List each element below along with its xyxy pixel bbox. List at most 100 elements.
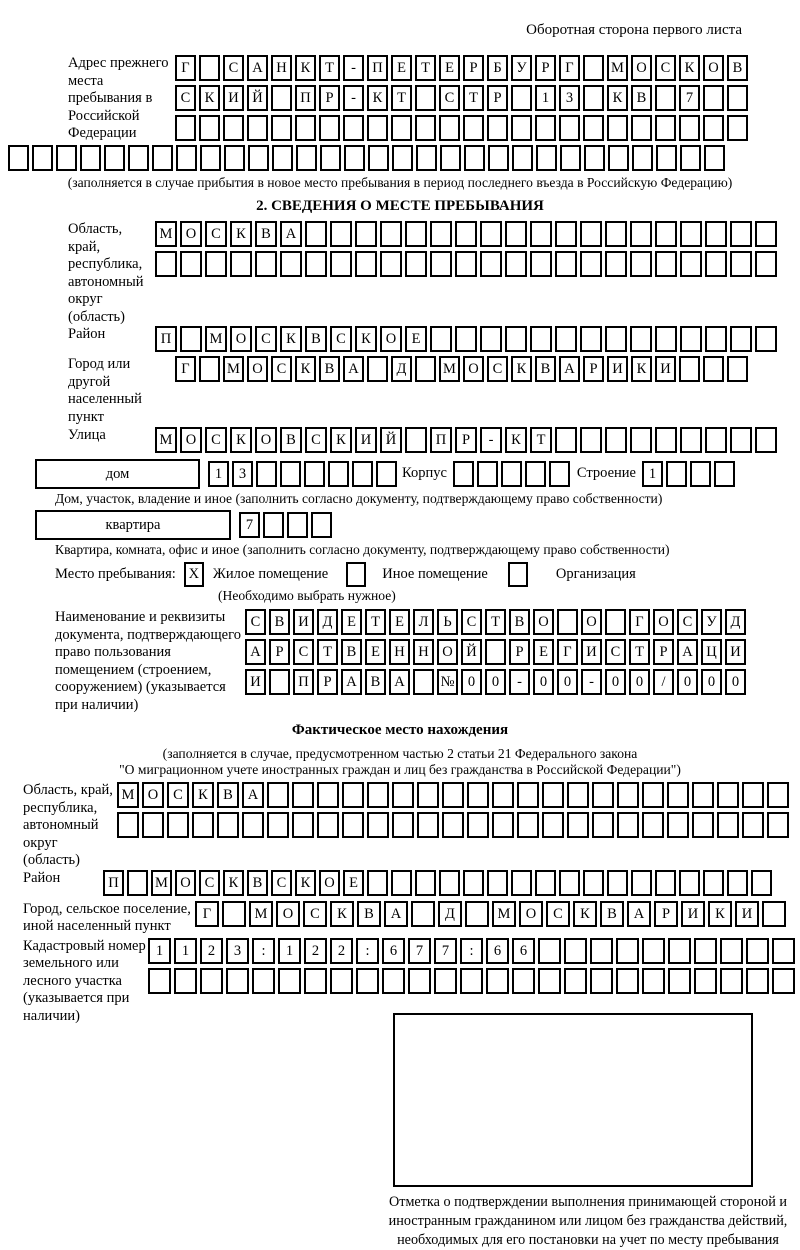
char-box[interactable]: К bbox=[708, 900, 732, 927]
char-box[interactable]: Т bbox=[485, 609, 506, 635]
char-box[interactable]: И bbox=[223, 85, 244, 111]
char-box[interactable] bbox=[665, 461, 687, 487]
char-box[interactable]: Й bbox=[380, 427, 402, 453]
char-box[interactable]: С bbox=[175, 85, 196, 111]
char-box[interactable] bbox=[755, 251, 777, 277]
char-box[interactable]: Т bbox=[415, 55, 436, 81]
char-box[interactable]: В bbox=[305, 326, 327, 352]
char-box[interactable]: И bbox=[355, 427, 377, 453]
char-box[interactable] bbox=[155, 251, 177, 277]
char-box[interactable] bbox=[590, 937, 613, 964]
char-box[interactable] bbox=[630, 221, 652, 247]
char-box[interactable] bbox=[617, 782, 639, 808]
char-box[interactable] bbox=[703, 115, 724, 141]
char-box[interactable]: Е bbox=[389, 609, 410, 635]
checkbox-inoe[interactable] bbox=[346, 562, 367, 587]
char-box[interactable] bbox=[488, 145, 509, 171]
char-box[interactable] bbox=[263, 512, 284, 538]
char-box[interactable]: 1 bbox=[641, 461, 663, 487]
char-box[interactable]: - bbox=[509, 669, 530, 695]
char-box[interactable] bbox=[555, 427, 577, 453]
char-box[interactable]: 6 bbox=[486, 937, 509, 964]
char-box[interactable] bbox=[605, 221, 627, 247]
char-box[interactable] bbox=[330, 251, 352, 277]
char-box[interactable]: И bbox=[655, 356, 676, 382]
char-box[interactable] bbox=[630, 251, 652, 277]
char-box[interactable]: М bbox=[439, 356, 460, 382]
char-box[interactable]: О bbox=[653, 609, 674, 635]
char-box[interactable] bbox=[538, 967, 561, 994]
char-box[interactable] bbox=[642, 937, 665, 964]
char-box[interactable]: О bbox=[276, 900, 300, 927]
char-box[interactable]: С bbox=[303, 900, 327, 927]
char-box[interactable] bbox=[205, 251, 227, 277]
char-box[interactable] bbox=[417, 782, 439, 808]
char-box[interactable] bbox=[742, 782, 764, 808]
char-box[interactable]: 0 bbox=[485, 669, 506, 695]
char-box[interactable] bbox=[767, 812, 789, 838]
char-box[interactable] bbox=[530, 221, 552, 247]
char-box[interactable] bbox=[642, 782, 664, 808]
char-box[interactable] bbox=[667, 782, 689, 808]
char-box[interactable] bbox=[224, 145, 245, 171]
char-box[interactable]: Р bbox=[319, 85, 340, 111]
char-box[interactable]: А bbox=[343, 356, 364, 382]
char-box[interactable] bbox=[555, 221, 577, 247]
char-box[interactable] bbox=[391, 869, 412, 896]
char-box[interactable] bbox=[655, 326, 677, 352]
char-box[interactable]: М bbox=[117, 782, 139, 808]
char-box[interactable] bbox=[175, 115, 196, 141]
char-box[interactable] bbox=[679, 356, 700, 382]
char-box[interactable]: Г bbox=[195, 900, 219, 927]
char-box[interactable] bbox=[762, 900, 786, 927]
char-box[interactable] bbox=[176, 145, 197, 171]
char-box[interactable] bbox=[342, 782, 364, 808]
char-box[interactable] bbox=[467, 782, 489, 808]
char-box[interactable]: : bbox=[252, 937, 275, 964]
char-box[interactable] bbox=[56, 145, 77, 171]
char-box[interactable] bbox=[492, 812, 514, 838]
char-box[interactable]: 7 bbox=[679, 85, 700, 111]
char-box[interactable]: М bbox=[151, 869, 172, 896]
char-box[interactable] bbox=[405, 251, 427, 277]
char-box[interactable]: - bbox=[343, 85, 364, 111]
char-box[interactable]: О bbox=[255, 427, 277, 453]
char-box[interactable]: Д bbox=[725, 609, 746, 635]
char-box[interactable]: К bbox=[573, 900, 597, 927]
char-box[interactable]: - bbox=[581, 669, 602, 695]
char-box[interactable]: 0 bbox=[461, 669, 482, 695]
char-box[interactable] bbox=[580, 326, 602, 352]
char-box[interactable] bbox=[344, 145, 365, 171]
char-box[interactable]: 1 bbox=[208, 461, 229, 487]
char-box[interactable] bbox=[605, 427, 627, 453]
char-box[interactable]: С bbox=[439, 85, 460, 111]
char-box[interactable] bbox=[517, 782, 539, 808]
char-box[interactable] bbox=[455, 326, 477, 352]
char-box[interactable]: К bbox=[295, 869, 316, 896]
char-box[interactable] bbox=[415, 356, 436, 382]
char-box[interactable] bbox=[703, 869, 724, 896]
char-box[interactable]: О bbox=[703, 55, 724, 81]
char-box[interactable]: 7 bbox=[408, 937, 431, 964]
char-box[interactable]: А bbox=[341, 669, 362, 695]
char-box[interactable]: А bbox=[280, 221, 302, 247]
char-box[interactable] bbox=[692, 812, 714, 838]
char-box[interactable]: О bbox=[463, 356, 484, 382]
char-box[interactable]: С bbox=[223, 55, 244, 81]
char-box[interactable] bbox=[442, 782, 464, 808]
char-box[interactable] bbox=[580, 251, 602, 277]
char-box[interactable]: Л bbox=[413, 609, 434, 635]
char-box[interactable]: С bbox=[205, 221, 227, 247]
char-box[interactable]: В bbox=[217, 782, 239, 808]
char-box[interactable] bbox=[605, 326, 627, 352]
char-box[interactable] bbox=[511, 869, 532, 896]
char-box[interactable] bbox=[694, 937, 717, 964]
char-box[interactable] bbox=[717, 812, 739, 838]
char-box[interactable] bbox=[542, 782, 564, 808]
char-box[interactable]: Р bbox=[583, 356, 604, 382]
char-box[interactable] bbox=[538, 937, 561, 964]
char-box[interactable]: К bbox=[223, 869, 244, 896]
char-box[interactable]: К bbox=[199, 85, 220, 111]
char-box[interactable] bbox=[415, 115, 436, 141]
char-box[interactable] bbox=[355, 251, 377, 277]
